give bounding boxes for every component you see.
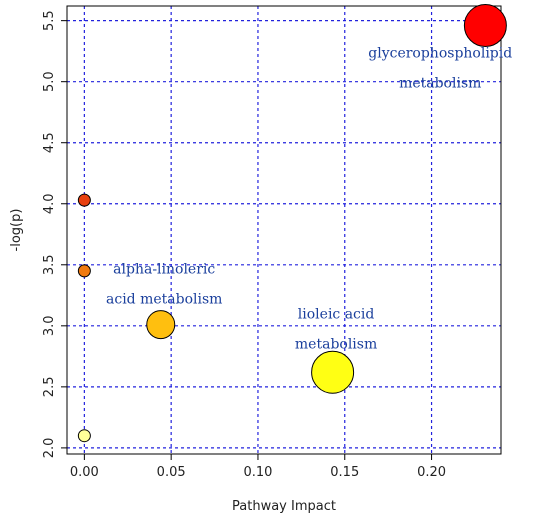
data-point	[77, 264, 91, 278]
x-tick-label: 0.00	[70, 465, 99, 480]
y-tick-label: 2.5	[42, 377, 57, 398]
point-annotation: alpha-linoleric	[113, 261, 215, 277]
y-tick-label: 3.0	[42, 315, 57, 336]
data-point	[146, 310, 176, 340]
y-tick-label: 5.5	[42, 10, 57, 31]
x-tick-label: 0.10	[243, 465, 272, 480]
annotations: alpha-linoleric acid metabolism lioleic ac…	[106, 45, 512, 352]
y-tick-label: 5.0	[42, 71, 57, 92]
point-annotation: lioleic acid	[298, 307, 375, 323]
data-points	[77, 4, 507, 443]
grid-lines	[67, 6, 501, 454]
x-axis: 0.00 0.05 0.10 0.15 0.20	[70, 454, 446, 480]
y-tick-label: 3.5	[42, 254, 57, 275]
y-tick-label: 2.0	[42, 438, 57, 459]
plot-frame	[66, 5, 502, 455]
data-point	[463, 4, 507, 48]
x-tick-label: 0.15	[330, 465, 359, 480]
x-axis-label: Pathway Impact	[232, 499, 336, 514]
point-annotation: glycerophospholipid	[368, 45, 512, 61]
point-annotation: metabolism	[399, 75, 481, 91]
x-tick-label: 0.20	[417, 465, 446, 480]
point-annotation: metabolism	[295, 337, 377, 353]
y-tick-label: 4.5	[42, 132, 57, 153]
data-point	[77, 193, 91, 207]
y-tick-label: 4.0	[42, 193, 57, 214]
y-axis-label: -log(p)	[9, 209, 24, 252]
y-axis: 2.0 2.5 3.0 3.5 4.0 4.5 5.0 5.5	[42, 10, 67, 458]
data-point	[311, 350, 355, 394]
point-annotation: acid metabolism	[106, 291, 222, 307]
x-tick-label: 0.05	[157, 465, 186, 480]
data-point	[77, 429, 91, 443]
